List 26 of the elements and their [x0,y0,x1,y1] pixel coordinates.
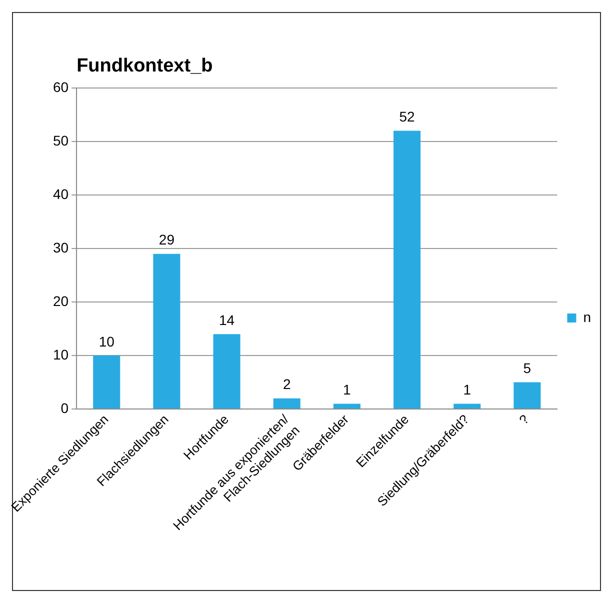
y-tick-label: 0 [60,400,69,416]
chart-title: Fundkontext_b [76,56,213,77]
y-tick-label: 20 [52,292,69,309]
y-tick-label: 40 [52,186,69,202]
bar [393,130,421,409]
legend-label: n [583,308,592,325]
bar [213,334,240,409]
bar [93,356,120,409]
bar [273,398,300,409]
y-tick-label: 30 [52,239,69,256]
y-tick-label: 60 [52,78,69,95]
bar [333,404,360,409]
data-label: 29 [158,232,175,248]
data-label: 1 [343,382,352,398]
bar [454,404,481,409]
bar [153,254,180,409]
data-label: 2 [282,376,291,392]
data-label: 52 [399,108,416,125]
y-tick-label: 50 [52,132,69,148]
data-label: 5 [523,360,532,376]
data-label: 1 [463,382,472,398]
y-tick-label: 10 [52,346,69,362]
data-label: 10 [98,333,115,350]
bar [514,382,541,409]
data-label: 14 [218,312,235,328]
x-tick-label: ? [516,412,532,428]
